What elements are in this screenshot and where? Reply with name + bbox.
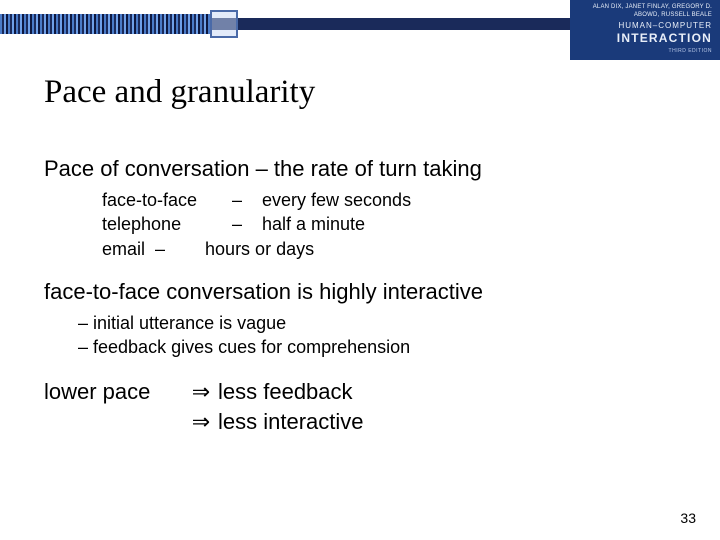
implication-right: less feedback	[218, 379, 353, 404]
textbook-badge: ALAN DIX, JANET FINLAY, GREGORY D. ABOWD…	[570, 0, 720, 60]
header-deco-pattern	[0, 14, 210, 34]
book-title-line1: HUMAN–COMPUTER	[578, 21, 712, 31]
implication-row: lower pace⇒less feedback	[44, 377, 684, 407]
implication-block: lower pace⇒less feedback ⇒less interacti…	[44, 377, 684, 436]
slide: ALAN DIX, JANET FINLAY, GREGORY D. ABOWD…	[0, 0, 720, 540]
rate-row: face-to-face–every few seconds	[102, 188, 684, 212]
rate-label: telephone	[102, 212, 232, 236]
rate-row: email – hours or days	[102, 237, 684, 261]
bullet-item: initial utterance is vague	[78, 311, 684, 335]
book-authors: ALAN DIX, JANET FINLAY, GREGORY D. ABOWD…	[578, 4, 712, 19]
implication-right: less interactive	[218, 409, 364, 434]
rate-value: half a minute	[262, 214, 365, 234]
implication-row: ⇒less interactive	[44, 407, 684, 437]
section1-heading: Pace of conversation – the rate of turn …	[44, 156, 684, 182]
double-arrow-icon: ⇒	[184, 407, 218, 437]
double-arrow-icon: ⇒	[184, 377, 218, 407]
implication-left: lower pace	[44, 377, 184, 407]
rate-value: every few seconds	[262, 190, 411, 210]
rate-dash: –	[232, 212, 262, 236]
bullet-item: feedback gives cues for comprehension	[78, 335, 684, 359]
rate-label: face-to-face	[102, 188, 232, 212]
rate-row-email: email – hours or days	[102, 239, 314, 259]
page-number: 33	[680, 510, 696, 526]
header-bar: ALAN DIX, JANET FINLAY, GREGORY D. ABOWD…	[0, 0, 720, 46]
rate-table: face-to-face–every few seconds telephone…	[102, 188, 684, 261]
slide-title: Pace and granularity	[44, 74, 315, 111]
book-title-line2: INTERACTION	[578, 31, 712, 46]
section2-bullets: initial utterance is vague feedback give…	[78, 311, 684, 360]
implication-left-blank	[44, 407, 184, 437]
slide-body: Pace of conversation – the rate of turn …	[44, 156, 684, 437]
rate-row: telephone–half a minute	[102, 212, 684, 236]
section2-heading: face-to-face conversation is highly inte…	[44, 279, 684, 305]
book-edition: THIRD EDITION	[578, 48, 712, 54]
rate-dash: –	[232, 188, 262, 212]
header-deco-square	[210, 10, 238, 38]
